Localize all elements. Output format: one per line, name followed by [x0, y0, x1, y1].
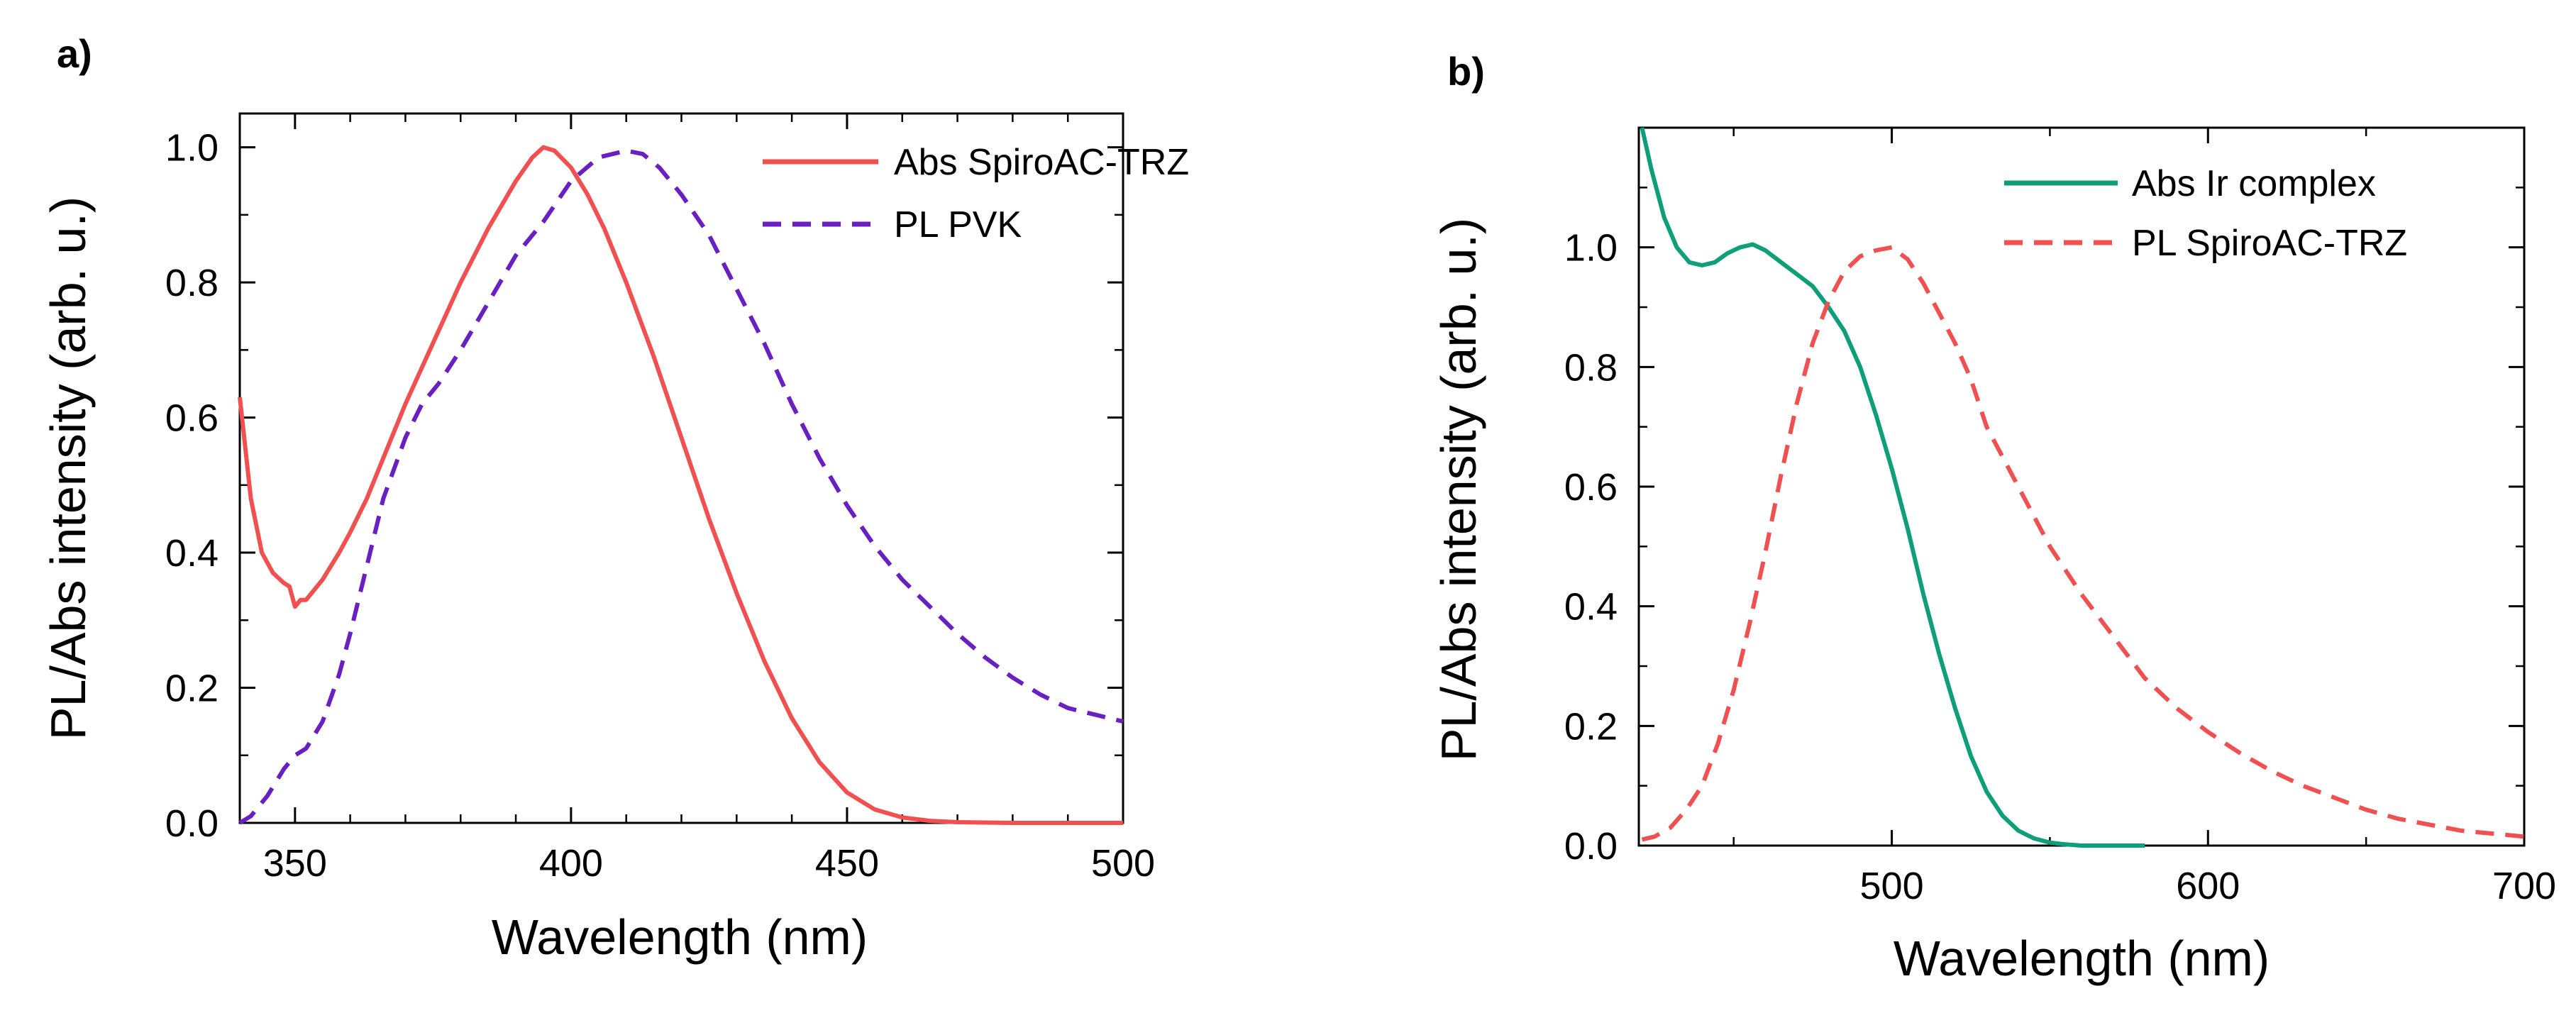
- y-tick-label: 0.4: [165, 532, 219, 575]
- panel-b-y-axis-title: PL/Abs intensity (arb. u.): [1431, 218, 1486, 761]
- y-tick-label: 0.6: [165, 397, 219, 440]
- y-tick-label: 0.4: [1564, 586, 1618, 629]
- panel-a-series: [238, 145, 1124, 825]
- panel-a-x-axis-title: Wavelength (nm): [492, 909, 868, 965]
- x-tick-label: 500: [1860, 865, 1924, 907]
- series-line-abs-spiroac-trz: [238, 145, 1123, 825]
- panel-a-ticks: 350 400 450 500 0.0 0.2 0.4 0.6 0.8 1.0: [165, 114, 1155, 885]
- panel-b-series: [1640, 127, 2525, 848]
- y-tick-label: 0.0: [1564, 825, 1618, 868]
- panel-b: b) 500 600 700 0.0 0.2 0.4 0.6 0.8 1.0 Wavelengt…: [1431, 49, 2556, 986]
- panel-b-legend: Abs Ir complex PL SpiroAC-TRZ: [2004, 163, 2407, 264]
- x-tick-label: 700: [2492, 865, 2556, 907]
- panel-a: a) 350 400 450 500 0.0 0.2 0.4 0.6 0.8 1.0 Wavele…: [40, 31, 1189, 965]
- x-tick-label: 600: [2176, 865, 2240, 907]
- panel-b-legend-pl-spiroac-trz: PL SpiroAC-TRZ: [2132, 223, 2407, 264]
- panel-b-ticks: 500 600 700 0.0 0.2 0.4 0.6 0.8 1.0: [1564, 128, 2556, 907]
- panel-b-legend-abs-ir-complex: Abs Ir complex: [2132, 163, 2376, 204]
- y-tick-label: 1.0: [1564, 227, 1618, 270]
- y-tick-label: 1.0: [165, 127, 219, 170]
- y-tick-label: 0.8: [1564, 346, 1618, 389]
- panel-b-x-axis-title: Wavelength (nm): [1894, 931, 2270, 986]
- x-tick-label: 500: [1091, 842, 1155, 885]
- panel-a-legend-pl-pvk: PL PVK: [894, 204, 1022, 245]
- series-line-pl-pvk: [238, 148, 1124, 825]
- x-tick-label: 450: [815, 842, 879, 885]
- x-tick-label: 400: [539, 842, 603, 885]
- x-tick-label: 350: [263, 842, 327, 885]
- y-tick-label: 0.6: [1564, 466, 1618, 509]
- panel-b-label: b): [1447, 49, 1485, 94]
- y-tick-label: 0.0: [165, 802, 219, 845]
- series-line-abs-ir-complex: [1640, 127, 2145, 848]
- panel-a-legend: Abs SpiroAC-TRZ PL PVK: [763, 142, 1189, 245]
- panel-a-label: a): [57, 31, 92, 76]
- panel-a-legend-abs-spiroac-trz: Abs SpiroAC-TRZ: [894, 142, 1189, 183]
- y-tick-label: 0.8: [165, 262, 219, 304]
- series-line-pl-spiroac-trz: [1641, 245, 2525, 842]
- panel-a-y-axis-title: PL/Abs intensity (arb. u.): [40, 196, 96, 740]
- y-tick-label: 0.2: [1564, 705, 1618, 748]
- y-tick-label: 0.2: [165, 668, 219, 710]
